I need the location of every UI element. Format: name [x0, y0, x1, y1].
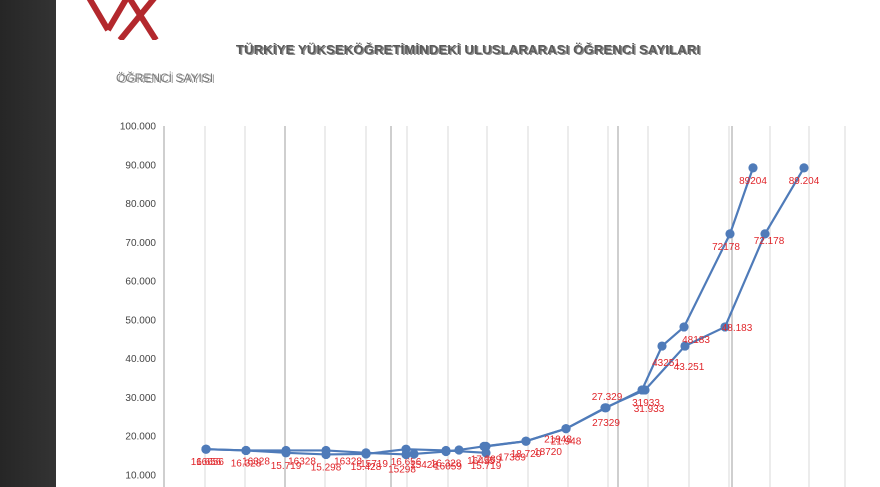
- data-point: [720, 322, 730, 332]
- data-label: 31933: [632, 398, 660, 409]
- data-label: 27.329: [592, 392, 623, 403]
- data-label: 27329: [592, 418, 620, 429]
- data-label: 89.204: [789, 176, 820, 187]
- data-label: 15.719: [271, 461, 302, 472]
- series-line: [205, 167, 755, 456]
- data-point: [680, 341, 690, 351]
- data-label: 48.183: [722, 323, 753, 334]
- data-label: 72178: [712, 242, 740, 253]
- data-point: [201, 444, 211, 454]
- data-label: 72.178: [754, 236, 785, 247]
- data-label: 43251: [652, 358, 680, 369]
- data-label: 16.656: [191, 457, 222, 468]
- data-point: [409, 449, 419, 459]
- y-axis-label: ÖĞRENCİ SAYISI: [116, 71, 214, 85]
- y-tick-label: 10.000: [125, 471, 156, 482]
- y-tick-label: 70.000: [125, 238, 156, 249]
- chart-title: TÜRKİYE YÜKSEKÖĞRETİMİNDEKİ ULUSLARARASI…: [235, 42, 701, 57]
- data-label: 43.251: [674, 362, 705, 373]
- data-point: [521, 436, 531, 446]
- data-label: 16.328: [431, 458, 462, 469]
- data-label: 21.948: [551, 437, 582, 448]
- data-label: 16.328: [231, 458, 262, 469]
- y-tick-label: 30.000: [125, 393, 156, 404]
- y-tick-label: 100.000: [120, 122, 157, 133]
- data-point: [799, 163, 809, 173]
- data-point: [657, 341, 667, 351]
- data-label: 48183: [682, 335, 710, 346]
- data-label: 18720: [534, 447, 562, 458]
- data-point: [361, 448, 371, 458]
- data-point: [760, 229, 770, 239]
- series-line: [205, 167, 805, 456]
- y-tick-label: 20.000: [125, 432, 156, 443]
- data-label: 17389: [498, 452, 526, 463]
- data-point: [748, 163, 758, 173]
- data-point: [637, 385, 647, 395]
- data-point: [321, 445, 331, 456]
- data-point: [401, 449, 411, 460]
- data-label: 16328: [242, 456, 270, 467]
- data-label: 16.656: [391, 457, 422, 468]
- data-point: [479, 441, 489, 451]
- data-label: 16455: [467, 456, 495, 467]
- data-label: 16328: [334, 456, 362, 467]
- window-left-strip: [0, 0, 56, 487]
- data-label: 17.389: [471, 454, 502, 465]
- data-point: [281, 445, 291, 456]
- data-label: 15.719: [471, 461, 502, 472]
- data-point: [241, 445, 251, 456]
- data-point: [454, 445, 464, 455]
- data-label: 15.298: [311, 462, 342, 473]
- data-label: 15428: [410, 460, 438, 471]
- y-tick-label: 60.000: [125, 277, 156, 288]
- data-label: 18.720: [511, 449, 542, 460]
- data-point: [561, 424, 571, 434]
- data-label: 16328: [288, 456, 316, 467]
- data-point: [601, 403, 611, 413]
- data-point: [441, 446, 451, 457]
- data-label: 21948: [544, 435, 572, 446]
- data-point: [679, 322, 689, 332]
- data-label: 15.428: [351, 462, 382, 473]
- data-label: 16656: [196, 457, 224, 468]
- y-tick-label: 80.000: [125, 199, 156, 210]
- data-label: 31.933: [634, 404, 665, 415]
- y-tick-label: 50.000: [125, 315, 156, 326]
- data-label: 16059: [434, 462, 462, 473]
- presentation-slide: TÜRKİYE YÜKSEKÖĞRETİMİNDEKİ ULUSLARARASI…: [56, 0, 880, 487]
- data-label: 15719: [360, 459, 388, 470]
- y-tick-label: 90.000: [125, 160, 156, 171]
- yok-logo-icon: [86, 0, 159, 40]
- y-tick-label: 40.000: [125, 354, 156, 365]
- data-point: [725, 229, 735, 239]
- data-label: 89204: [739, 176, 767, 187]
- data-label: 15298: [388, 464, 416, 475]
